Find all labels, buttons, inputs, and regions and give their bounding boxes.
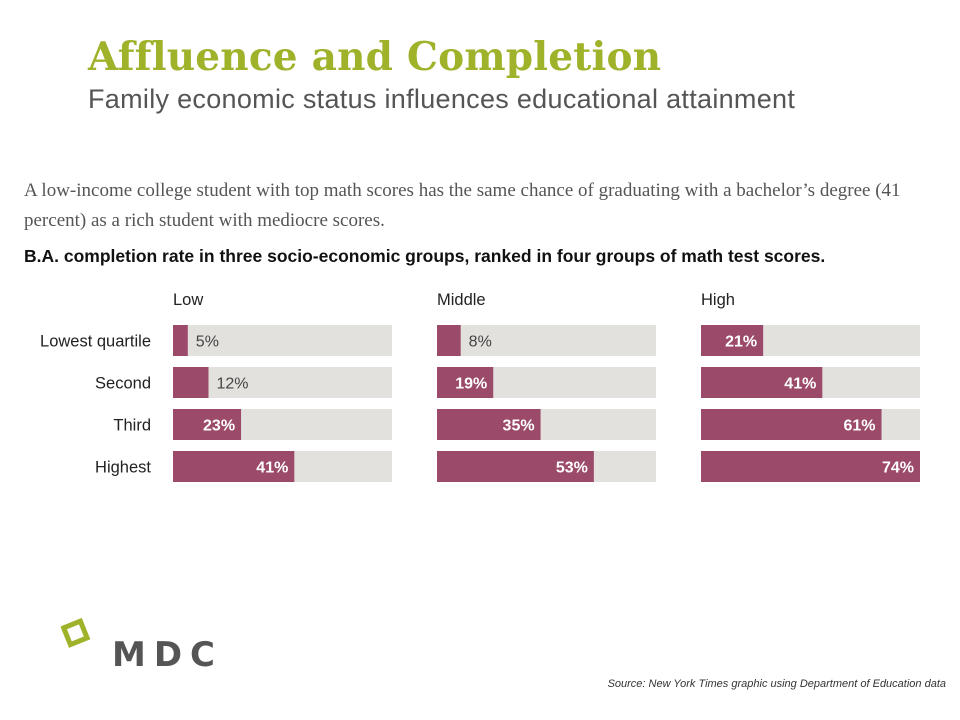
- data-label: 41%: [784, 376, 816, 393]
- bar: [173, 325, 188, 356]
- panel-header: Low: [173, 291, 203, 309]
- category-label: Third: [113, 417, 151, 435]
- data-label: 41%: [256, 460, 288, 477]
- source-note: Source: New York Times graphic using Dep…: [607, 678, 946, 690]
- bar: [701, 409, 882, 440]
- data-label: 12%: [217, 376, 249, 393]
- data-label: 21%: [725, 334, 757, 351]
- bar: [701, 367, 823, 398]
- data-label: 8%: [469, 334, 492, 351]
- category-label: Second: [95, 375, 151, 393]
- bar: [437, 367, 494, 398]
- chart-lede: A low-income college student with top ma…: [24, 180, 901, 231]
- mdc-logo-text: MDC: [112, 635, 223, 675]
- chart-heading: B.A. completion rate in three socio-econ…: [24, 246, 826, 266]
- panel-header: High: [701, 291, 735, 309]
- data-label: 53%: [556, 460, 588, 477]
- panel-header: Middle: [437, 291, 486, 309]
- data-label: 61%: [843, 418, 875, 435]
- bar: [437, 451, 594, 482]
- bar: [173, 409, 242, 440]
- slide-subtitle: Family economic status influences educat…: [88, 84, 796, 114]
- bar: [173, 367, 209, 398]
- data-label: 19%: [455, 376, 487, 393]
- completion-bar-chart: Lowest quartile Second Third Highest Low 5% 12…: [40, 291, 920, 482]
- mdc-logo: MDC: [60, 617, 223, 675]
- data-label: 35%: [503, 418, 535, 435]
- data-label: 23%: [203, 418, 235, 435]
- bar: [437, 409, 541, 440]
- category-label: Lowest quartile: [40, 333, 151, 351]
- bar: [173, 451, 295, 482]
- slide-title: Affluence and Completion: [88, 34, 662, 80]
- bar-track: [437, 325, 656, 356]
- data-label: 74%: [882, 460, 914, 477]
- bar-track: [173, 367, 392, 398]
- bar: [701, 325, 764, 356]
- bar-track: [173, 325, 392, 356]
- bar: [437, 325, 461, 356]
- data-label: 5%: [196, 334, 219, 351]
- mdc-logo-mark: [60, 617, 91, 648]
- bar: [701, 451, 920, 482]
- category-label: Highest: [95, 459, 151, 477]
